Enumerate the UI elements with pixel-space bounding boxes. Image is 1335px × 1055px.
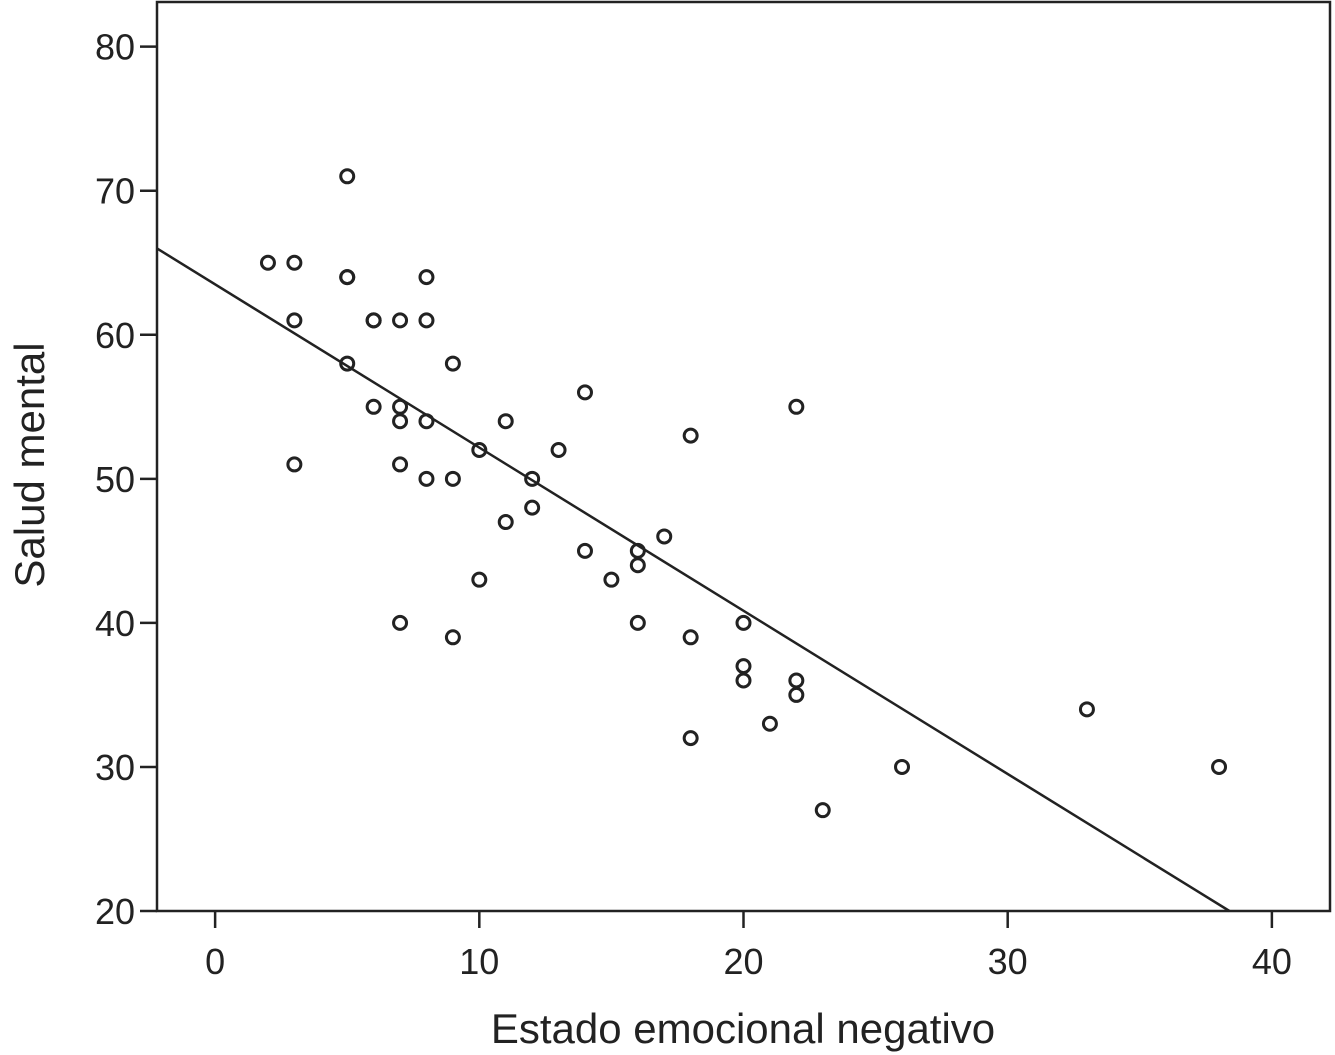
- data-point: [735, 614, 752, 631]
- data-point: [603, 571, 620, 588]
- data-point: [788, 672, 805, 689]
- data-point: [286, 254, 303, 271]
- data-point: [418, 470, 435, 487]
- data-point: [392, 614, 409, 631]
- data-point: [392, 456, 409, 473]
- data-point: [286, 456, 303, 473]
- data-point: [524, 470, 541, 487]
- data-point: [814, 802, 831, 819]
- x-tick-label: 30: [988, 941, 1028, 982]
- data-point: [550, 442, 567, 459]
- data-point: [894, 758, 911, 775]
- plot-frame: [155, 0, 1332, 913]
- data-point: [524, 499, 541, 516]
- data-point: [629, 557, 646, 574]
- x-tick-label: 20: [723, 941, 763, 982]
- data-point: [392, 312, 409, 329]
- data-point: [576, 384, 593, 401]
- data-point: [497, 413, 514, 430]
- y-tick-label: 70: [95, 171, 135, 212]
- data-point: [497, 514, 514, 531]
- data-point: [418, 312, 435, 329]
- data-point: [1211, 758, 1228, 775]
- x-axis-title: Estado emocional negativo: [491, 1005, 995, 1052]
- y-tick-label: 60: [95, 315, 135, 356]
- data-point: [418, 413, 435, 430]
- data-point: [286, 312, 303, 329]
- y-tick-label: 80: [95, 27, 135, 68]
- data-point: [471, 442, 488, 459]
- data-point: [656, 528, 673, 545]
- data-point: [682, 629, 699, 646]
- data-point: [788, 686, 805, 703]
- data-point: [365, 398, 382, 415]
- data-point: [761, 715, 778, 732]
- y-tick-label: 50: [95, 459, 135, 500]
- data-point: [788, 398, 805, 415]
- x-tick-label: 10: [459, 941, 499, 982]
- data-point: [444, 629, 461, 646]
- data-point: [418, 269, 435, 286]
- data-point: [444, 355, 461, 372]
- data-point: [682, 427, 699, 444]
- y-tick-label: 30: [95, 747, 135, 788]
- data-point: [392, 398, 409, 415]
- regression-line: [156, 247, 1231, 913]
- data-point: [339, 269, 356, 286]
- data-point: [629, 614, 646, 631]
- y-tick-label: 40: [95, 603, 135, 644]
- data-point: [735, 672, 752, 689]
- data-point: [471, 571, 488, 588]
- data-point: [259, 254, 276, 271]
- y-tick-label: 20: [95, 891, 135, 932]
- data-point: [365, 312, 382, 329]
- y-axis-title: Salud mental: [6, 342, 53, 587]
- data-point: [339, 355, 356, 372]
- data-point: [1078, 701, 1095, 718]
- data-point: [735, 658, 752, 675]
- data-point: [682, 730, 699, 747]
- x-tick-label: 0: [205, 941, 225, 982]
- x-tick-label: 40: [1252, 941, 1292, 982]
- data-point: [444, 470, 461, 487]
- data-point: [392, 413, 409, 430]
- data-point: [576, 542, 593, 559]
- data-point: [339, 168, 356, 185]
